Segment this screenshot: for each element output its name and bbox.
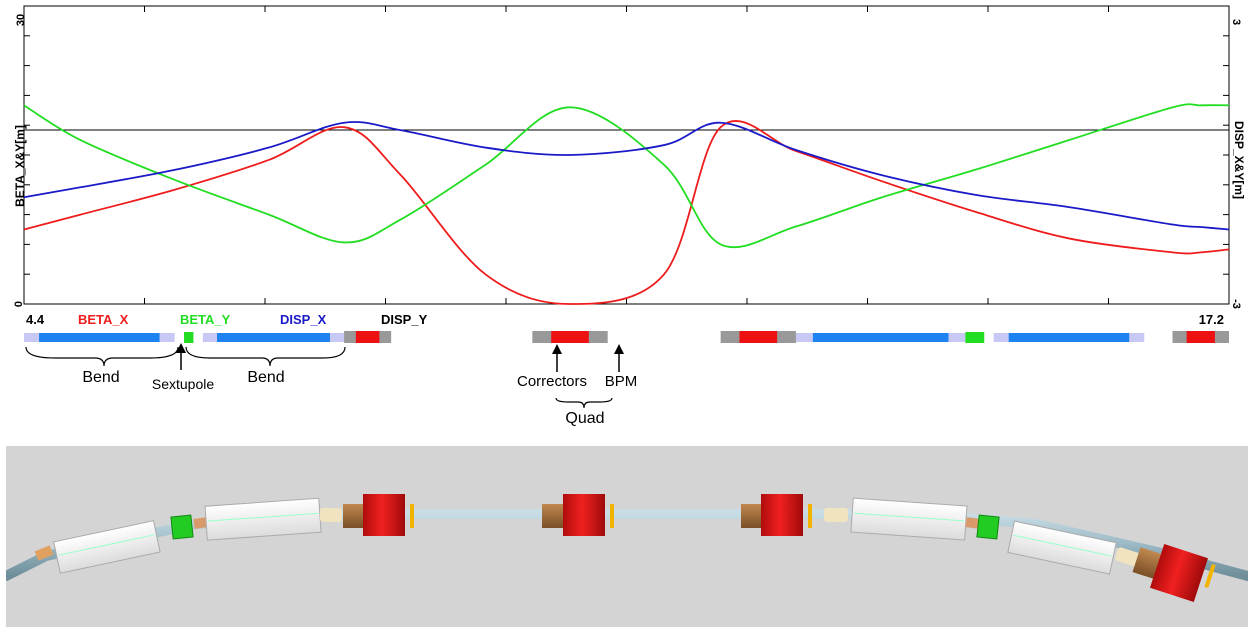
y-left-tick-max: 30 <box>15 14 27 26</box>
dipole-1 <box>53 520 161 574</box>
sextupole-1 <box>170 514 194 540</box>
lattice-quad-4 <box>551 331 589 343</box>
series-beta-y <box>23 103 1230 249</box>
corrector-1 <box>343 504 365 528</box>
label-bpm: BPM <box>605 373 638 390</box>
series-beta-x <box>23 120 1230 305</box>
brace-bend-right <box>185 346 346 367</box>
arrow-sextupole-head <box>176 343 186 353</box>
label-bend-left: Bend <box>82 369 119 386</box>
corrector-3 <box>741 504 763 528</box>
annotation-braces <box>25 346 613 409</box>
brace-quad <box>555 397 613 409</box>
arrow-bpm-head <box>614 344 624 354</box>
annotation-arrows <box>176 343 624 372</box>
lattice-bend-6 <box>812 333 949 342</box>
lattice-quad-9 <box>1186 331 1215 343</box>
sextupole-2 <box>976 514 1000 540</box>
y-left-axis-label: BETA_X&Y[m] <box>13 125 27 207</box>
y-right-tick-max: 3 <box>1230 19 1242 25</box>
flange-2 <box>824 508 848 522</box>
series-disp-x <box>23 121 1230 231</box>
label-quad: Quad <box>565 410 604 427</box>
flange-1 <box>320 508 342 522</box>
lattice-bend-2 <box>216 333 330 342</box>
lattice-strip <box>24 331 1229 343</box>
beamline-3d-render <box>6 446 1248 627</box>
lattice-bend-8 <box>1008 333 1130 342</box>
curves <box>23 103 1230 305</box>
dipole-4 <box>1007 520 1117 575</box>
quad-3 <box>761 494 803 536</box>
legend-beta-x: BETA_X <box>78 312 129 327</box>
arrow-correctors-head <box>552 344 562 354</box>
optics-plot: 30 0 BETA_X&Y[m] 3 -3 DISP_X&Y[m] 4.4 17… <box>13 5 1246 427</box>
y-right-tick-min: -3 <box>1230 299 1242 309</box>
label-correctors: Correctors <box>517 373 587 390</box>
bpm-3 <box>808 504 812 528</box>
legend-disp-y: DISP_Y <box>381 312 428 327</box>
x-end-label: 17.2 <box>1199 312 1224 327</box>
label-sextupole: Sextupole <box>152 376 214 392</box>
tick-marks <box>24 6 1229 304</box>
cable-2 <box>193 517 209 529</box>
plot-frame <box>23 5 1230 305</box>
lattice-sextupole-1 <box>184 332 194 343</box>
y-left-tick-min: 0 <box>13 301 25 307</box>
dipole-2 <box>204 497 322 541</box>
x-start-label: 4.4 <box>26 312 45 327</box>
corrector-2 <box>542 504 564 528</box>
cable-3 <box>965 517 981 529</box>
cable-1 <box>34 545 54 561</box>
corrector-4 <box>1132 547 1162 579</box>
brace-bend-left <box>25 346 179 367</box>
dipole-3 <box>850 497 968 541</box>
legend-beta-y: BETA_Y <box>180 312 231 327</box>
y-right-axis-label: DISP_X&Y[m] <box>1232 121 1246 199</box>
lattice-quad-3 <box>355 331 380 343</box>
bpm-4 <box>1204 563 1216 589</box>
lattice-bend-0 <box>39 333 160 342</box>
lattice-sextupole-7 <box>965 332 985 343</box>
bpm-2 <box>610 504 614 528</box>
lattice-quad-5 <box>739 331 778 343</box>
flange-3 <box>1115 547 1141 567</box>
quad-2 <box>563 494 605 536</box>
quad-4 <box>1150 544 1208 602</box>
label-bend-right: Bend <box>247 369 284 386</box>
bpm-1 <box>410 504 414 528</box>
legend-disp-x: DISP_X <box>280 312 327 327</box>
quad-1 <box>363 494 405 536</box>
